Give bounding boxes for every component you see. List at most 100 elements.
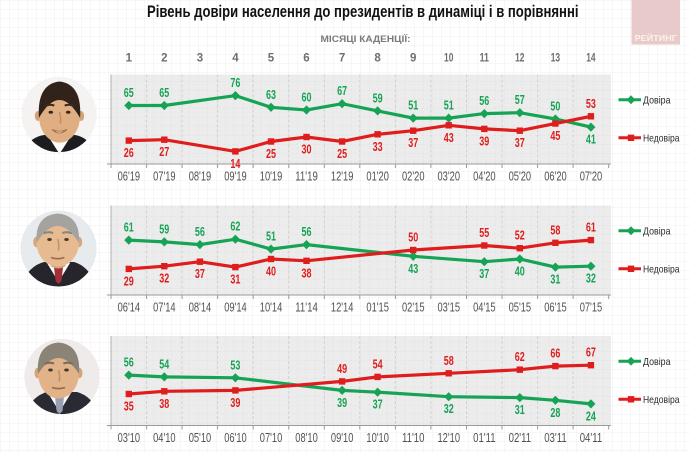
svg-text:07'10: 07'10 [260,430,283,445]
svg-text:13: 13 [551,53,560,65]
svg-text:38: 38 [159,397,169,411]
svg-text:9: 9 [410,53,416,65]
svg-text:04'11: 04'11 [580,430,603,445]
svg-text:30: 30 [302,143,312,157]
svg-text:53: 53 [586,97,596,111]
svg-text:3: 3 [197,53,203,65]
svg-text:08'14: 08'14 [189,300,212,315]
svg-text:37: 37 [373,398,383,412]
svg-text:60: 60 [302,91,312,105]
svg-text:31: 31 [230,273,240,287]
svg-text:43: 43 [444,131,454,145]
svg-text:06'19: 06'19 [118,169,141,184]
svg-text:05'10: 05'10 [189,430,212,445]
svg-text:50: 50 [550,100,560,114]
svg-text:04'10: 04'10 [153,430,176,445]
svg-text:32: 32 [586,272,596,286]
svg-text:02'20: 02'20 [402,169,425,184]
svg-text:32: 32 [444,402,454,416]
svg-text:Довіра: Довіра [643,356,671,368]
svg-text:МІСЯЦІ КАДЕНЦІЇ:: МІСЯЦІ КАДЕНЦІЇ: [321,34,411,45]
svg-text:37: 37 [408,136,418,150]
svg-text:07'19: 07'19 [153,169,176,184]
svg-text:56: 56 [195,225,205,239]
svg-text:06'20: 06'20 [544,169,567,184]
svg-text:25: 25 [337,147,347,161]
svg-text:32: 32 [159,272,169,286]
svg-text:10'19: 10'19 [260,169,283,184]
svg-text:10'14: 10'14 [260,300,283,315]
svg-text:01'11: 01'11 [473,430,496,445]
svg-text:РЕЙТИНГ: РЕЙТИНГ [635,32,677,43]
svg-text:39: 39 [337,396,347,410]
svg-text:54: 54 [373,357,383,371]
svg-text:14: 14 [586,53,596,65]
svg-text:25: 25 [266,147,276,161]
svg-text:59: 59 [159,222,169,236]
svg-text:62: 62 [230,220,240,234]
svg-text:11'14: 11'14 [295,300,318,315]
svg-text:37: 37 [479,267,489,281]
svg-text:53: 53 [230,358,240,372]
svg-text:54: 54 [159,357,169,371]
svg-text:Рівень довіри населення до пре: Рівень довіри населення до президентів в… [147,3,579,21]
svg-text:12'10: 12'10 [438,430,461,445]
svg-text:02'15: 02'15 [402,300,425,315]
svg-text:56: 56 [302,225,312,239]
svg-text:Недовіра: Недовіра [643,263,680,275]
svg-text:58: 58 [444,354,454,368]
svg-text:06'10: 06'10 [224,430,247,445]
svg-text:40: 40 [266,265,276,279]
svg-text:1: 1 [126,53,133,65]
svg-text:62: 62 [515,350,525,364]
svg-text:03'10: 03'10 [118,430,141,445]
svg-text:08'10: 08'10 [295,430,318,445]
svg-text:35: 35 [124,400,134,414]
svg-text:24: 24 [586,409,596,423]
svg-text:76: 76 [230,76,240,90]
svg-text:10'10: 10'10 [366,430,389,445]
svg-text:05'20: 05'20 [509,169,531,184]
svg-text:03'20: 03'20 [438,169,461,184]
svg-text:12'14: 12'14 [331,300,354,315]
svg-text:04'15: 04'15 [473,300,496,315]
svg-text:31: 31 [515,403,525,417]
svg-text:61: 61 [586,221,596,235]
svg-text:67: 67 [337,84,347,98]
svg-text:01'15: 01'15 [366,300,389,315]
svg-text:07'20: 07'20 [580,169,603,184]
svg-text:11: 11 [480,53,490,65]
svg-text:58: 58 [550,223,560,237]
svg-text:57: 57 [515,93,525,107]
svg-text:08'19: 08'19 [189,169,212,184]
svg-text:38: 38 [302,266,312,280]
svg-text:29: 29 [124,274,134,288]
svg-text:Довіра: Довіра [643,95,671,107]
svg-text:01'20: 01'20 [366,169,389,184]
svg-text:43: 43 [408,262,418,276]
svg-text:50: 50 [408,231,418,245]
svg-text:65: 65 [124,86,134,100]
svg-text:63: 63 [266,88,276,102]
svg-text:37: 37 [515,136,525,150]
svg-text:27: 27 [159,145,169,159]
svg-text:61: 61 [124,221,134,235]
svg-text:12'19: 12'19 [331,169,354,184]
svg-text:39: 39 [479,134,489,148]
svg-text:28: 28 [550,406,560,420]
svg-text:49: 49 [337,362,347,376]
svg-text:Недовіра: Недовіра [643,132,680,144]
svg-text:51: 51 [444,99,454,113]
svg-text:04'20: 04'20 [473,169,496,184]
svg-text:12: 12 [515,53,524,65]
svg-text:51: 51 [266,230,276,244]
svg-text:26: 26 [124,146,134,160]
svg-text:40: 40 [515,265,525,279]
svg-text:67: 67 [586,346,596,360]
svg-text:07'15: 07'15 [580,300,603,315]
svg-text:45: 45 [550,129,560,143]
svg-text:14: 14 [230,157,240,171]
svg-text:37: 37 [195,267,205,281]
svg-text:41: 41 [586,133,596,147]
svg-text:06'14: 06'14 [118,300,141,315]
